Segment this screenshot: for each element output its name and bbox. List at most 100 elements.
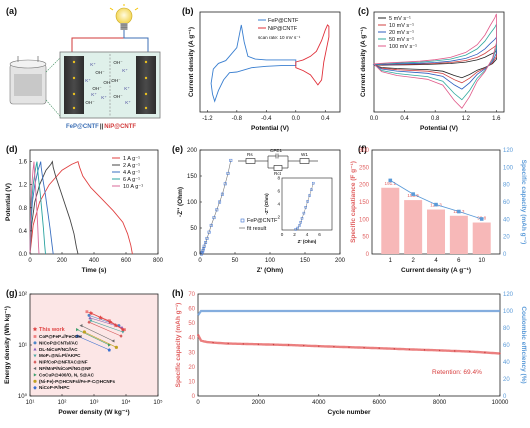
marker-tri-left [33,366,37,371]
legend-label-d: 10 A g⁻¹ [123,184,143,190]
x-ticks-c: 0.0 0.4 0.8 1.2 1.6 [370,110,501,122]
circuit-label-w1: W1 [301,152,308,157]
cation-ion: K⁺ [122,68,128,73]
inset-point-e [310,188,313,191]
y-tick-label-h-left: 50 [188,321,195,327]
y-axis-label-e: -Z'' (Ohm) [177,187,184,217]
series-line-4 A g⁻¹ [29,161,54,255]
y-tick-label-h-left: 10 [188,379,195,385]
y-tick-label-h-right: 100 [503,309,514,315]
y-tick-label-h-left: 30 [188,350,195,356]
x-tick-label-d: 200 [57,258,68,264]
y-tick-label-d: 0.0 [19,252,28,258]
y-tick-label-h-left: 0 [192,394,196,400]
y-ticks-g: 10⁰ 10¹ 10² [18,292,32,400]
inset-y-tick-label-e: 4 [277,202,280,207]
data-point-e [204,241,208,245]
marker-tri-right [76,328,79,332]
marker-tri-left [111,339,115,343]
inset-point-e [302,211,306,215]
marker-diamond [119,334,123,338]
marker-tri-down [89,319,93,323]
bar [472,222,491,254]
capacity-point [363,346,365,349]
legend-label-g: DL-NiCoP/NC//AC [39,347,78,352]
y-tick-label-h-right: 20 [503,377,510,383]
this-work-star [88,310,94,316]
y-tick-label-h-right: 60 [503,343,510,349]
x-axis-label-g: Power density (W kg⁻¹) [58,409,129,416]
marker-tri-right [108,343,111,347]
capacity-point [499,352,501,355]
data-point-e [209,223,213,227]
inset-y-tick-label-e: 8 [277,176,280,181]
bar [404,200,423,254]
anion-ion: OH⁻ [113,94,123,99]
series-line-1 A g⁻¹ [29,160,133,255]
capacity-point [303,344,305,347]
x-tick-label-d: 800 [153,258,164,264]
nyquist-points [199,158,233,256]
inset-point-e [308,194,311,197]
cation-ion: K⁺ [91,92,97,97]
data-point-e [223,182,227,186]
capacity-point [408,348,411,351]
x-tick-label-f: 10 [478,258,485,264]
series-line-10 mV s⁻¹ [373,44,497,84]
marker-square [85,310,89,314]
inset-points-e [294,181,315,231]
ragone-line [90,320,123,333]
legend-label-d: 2 A g⁻¹ [123,163,140,169]
panel-h: (h) 0 2000 4000 6000 8000 10000 0 10 20 30 40 50 60… [172,288,527,416]
x-tick-label-b: -1.2 [202,116,213,122]
capacity-point [333,345,335,348]
x-axis-label-e: Z' (Ohm) [257,267,283,274]
capacity-point [484,351,486,354]
legend-label-c: 100 mV s⁻¹ [389,44,417,50]
marker-tri-left [79,324,83,328]
panel-b: (b) -1.2 -0.8 -0.4 0.0 0.4 Potential (V) Cur… [182,6,341,132]
legend-label-g: CoCuP@400/O, N, S@AC [39,372,95,377]
capacity-point [411,192,415,196]
marker-square [107,319,111,323]
panel-b-label: (b) [182,6,194,16]
y-axis-label-b: Current density (A g⁻¹) [188,27,195,97]
y-axis-label-c: Current density (A g⁻¹) [360,27,367,97]
y-axis-label-h-left: Specific capacity (mAh g⁻¹) [175,303,182,388]
bar [427,209,445,254]
x-tick-label-h: 8000 [433,400,447,406]
panel-h-label: (h) [172,288,184,298]
y-tick-label-d: 1.6 [19,160,28,166]
legend-swatch-e [240,218,245,223]
x-tick-label-b: 0.4 [321,116,330,122]
electrode-particle [72,106,76,110]
plot-frame-h [197,293,501,397]
this-work-star [120,327,126,332]
panel-d-label: (d) [6,144,18,154]
x-tick-label-b: -0.4 [261,116,272,122]
legend-label-c: 10 mV s⁻¹ [389,23,414,29]
x-tick-label-c: 0.0 [370,116,379,122]
y-tick-label-h-right: 40 [503,360,510,366]
x-tick-label-e: 150 [300,258,311,264]
fit-line [201,160,232,255]
series-line-FeP@CNTF [210,24,297,103]
circuit-label-cpe1: CPE1 [270,148,282,153]
panel-e: (e) 0 50 100 150 200 0 50 100 150 200 Z' (Ohm) -… [172,144,346,274]
capacity-point [393,348,395,350]
legend-b: FeP@CNTF NiP@CNTF [258,18,299,32]
capacity-point [318,345,320,347]
legend-e: FeP@CNTF fit result [239,218,278,232]
marker-circle [33,341,37,345]
cation-ion: K⁺ [90,62,96,67]
x-tick-label-e: 50 [232,258,239,264]
electrode-particle [144,106,148,110]
legend-label-g: NiP/CoP@NF//AC@NF [39,360,88,365]
legend-label-g: NF/MnP/NiCoP//NG@NF [39,366,91,371]
marker-hexagon [33,379,37,383]
marker-hexagon [82,330,86,334]
x-tick-label-f: 6 [457,258,461,264]
